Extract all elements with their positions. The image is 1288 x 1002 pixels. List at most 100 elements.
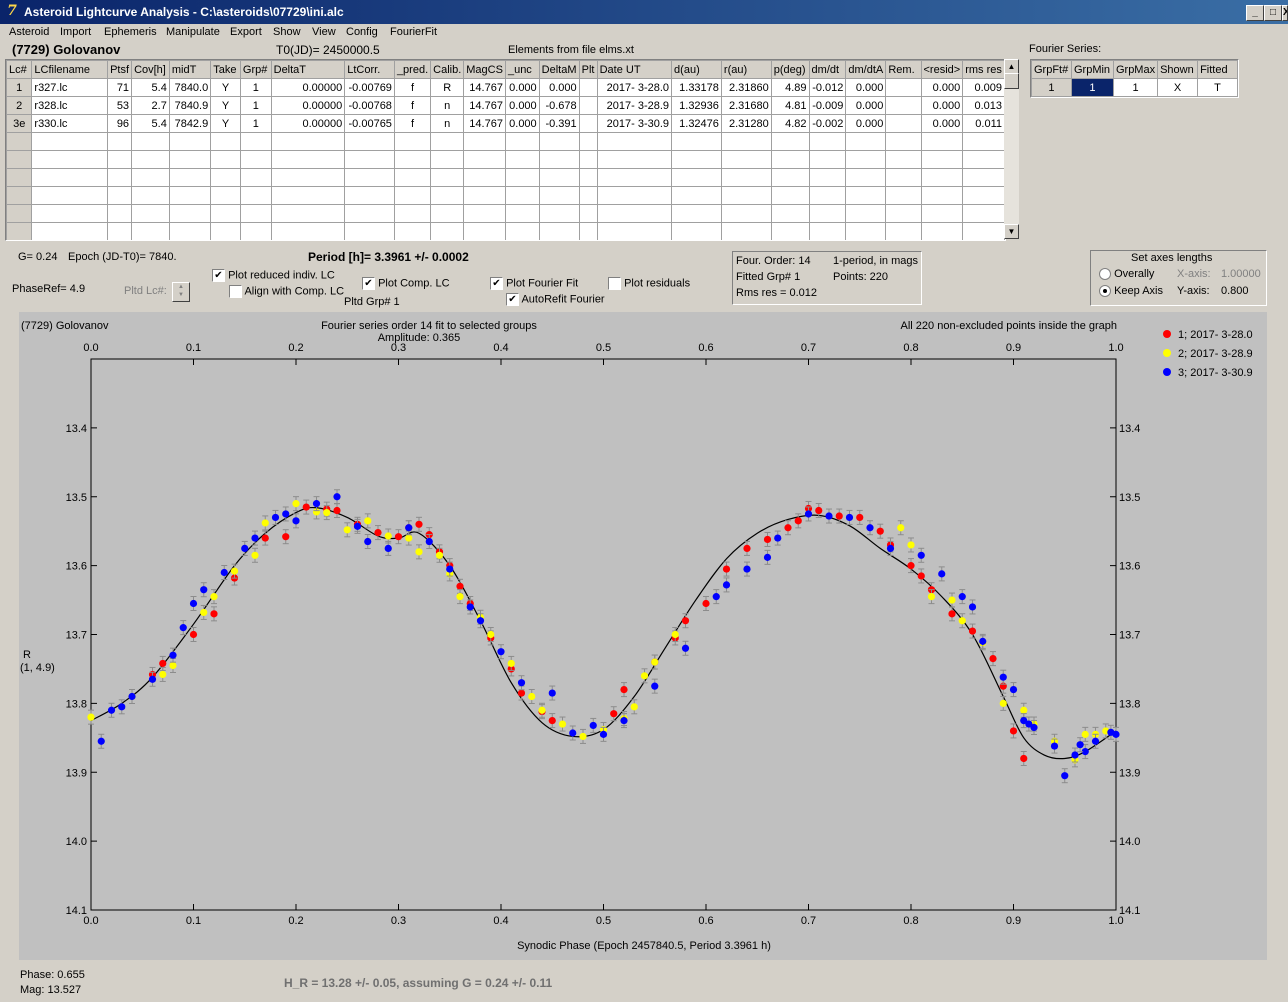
- table-cell[interactable]: [962, 186, 1005, 205]
- table-cell[interactable]: [770, 150, 810, 169]
- table-cell[interactable]: [885, 204, 922, 223]
- empty-row[interactable]: [6, 222, 1005, 240]
- table-cell[interactable]: [107, 132, 133, 151]
- table-cell[interactable]: [239, 204, 272, 223]
- row-header[interactable]: 2: [6, 96, 33, 115]
- table-cell[interactable]: 0.000: [504, 96, 540, 115]
- table-cell[interactable]: [463, 168, 506, 187]
- checkbox-icon[interactable]: [608, 277, 621, 290]
- table-cell[interactable]: [168, 204, 212, 223]
- table-cell[interactable]: 0.000: [920, 96, 964, 115]
- table-cell[interactable]: X: [1157, 78, 1199, 97]
- table-cell[interactable]: 14.767: [463, 114, 506, 133]
- table-cell[interactable]: [578, 168, 598, 187]
- table-cell[interactable]: [344, 222, 395, 240]
- table-cell[interactable]: [239, 150, 272, 169]
- table-cell[interactable]: 5.4: [131, 78, 170, 97]
- table-cell[interactable]: -0.00765: [344, 114, 395, 133]
- table-cell[interactable]: [131, 186, 170, 205]
- table-cell[interactable]: [578, 132, 598, 151]
- table-cell[interactable]: [31, 150, 109, 169]
- table-cell[interactable]: 1.32936: [671, 96, 722, 115]
- table-row[interactable]: 1 r327.lc 71 5.4 7840.0 Y 1 0.00000 -0.00769 f R 14…: [6, 78, 1005, 97]
- table-cell[interactable]: 53: [107, 96, 133, 115]
- lightcurve-table[interactable]: Lc# LCfilename Ptsf Cov[h] midT Take Grp# Delta…: [5, 59, 1006, 241]
- column-header[interactable]: LCfilename: [31, 60, 109, 79]
- table-cell[interactable]: [962, 168, 1005, 187]
- close-button[interactable]: X: [1282, 5, 1288, 21]
- table-cell[interactable]: [538, 168, 580, 187]
- table-cell[interactable]: [344, 204, 395, 223]
- empty-row[interactable]: [6, 150, 1005, 169]
- empty-row[interactable]: [6, 168, 1005, 187]
- column-header[interactable]: GrpMax: [1112, 60, 1159, 79]
- table-cell[interactable]: [168, 150, 212, 169]
- table-cell[interactable]: [720, 150, 772, 169]
- row-header[interactable]: [6, 132, 33, 151]
- table-cell[interactable]: [845, 132, 887, 151]
- column-header[interactable]: midT: [168, 60, 212, 79]
- table-cell[interactable]: Y: [210, 78, 241, 97]
- table-cell[interactable]: [210, 186, 241, 205]
- column-header[interactable]: Date UT: [596, 60, 673, 79]
- plot-fourier-checkbox[interactable]: ✔ Plot Fourier Fit: [490, 277, 578, 290]
- table-cell[interactable]: 1: [1112, 78, 1159, 97]
- table-cell[interactable]: R: [430, 78, 465, 97]
- table-cell[interactable]: [393, 168, 432, 187]
- table-cell[interactable]: [463, 204, 506, 223]
- table-cell[interactable]: [845, 168, 887, 187]
- minimize-button[interactable]: _: [1246, 5, 1264, 21]
- table-cell[interactable]: 1: [1070, 78, 1114, 97]
- table-cell[interactable]: [962, 132, 1005, 151]
- table-cell[interactable]: 2017- 3-30.9: [596, 114, 673, 133]
- column-header[interactable]: p(deg): [770, 60, 810, 79]
- table-cell[interactable]: -0.00769: [344, 78, 395, 97]
- empty-row[interactable]: [6, 186, 1005, 205]
- table-cell[interactable]: [885, 78, 922, 97]
- menu-ephemeris[interactable]: Ephemeris: [104, 26, 157, 38]
- table-cell[interactable]: [107, 204, 133, 223]
- table-cell[interactable]: -0.00768: [344, 96, 395, 115]
- table-cell[interactable]: -0.678: [538, 96, 580, 115]
- table-cell[interactable]: [210, 204, 241, 223]
- table-cell[interactable]: [808, 150, 847, 169]
- table-cell[interactable]: 0.00000: [270, 114, 346, 133]
- table-cell[interactable]: [538, 186, 580, 205]
- table-cell[interactable]: [770, 132, 810, 151]
- table-cell[interactable]: 71: [107, 78, 133, 97]
- scroll-thumb[interactable]: [1004, 73, 1019, 89]
- scroll-down-icon[interactable]: ▼: [1004, 224, 1019, 239]
- table-cell[interactable]: 1: [239, 78, 272, 97]
- table-cell[interactable]: [430, 186, 465, 205]
- checkbox-icon[interactable]: ✔: [490, 277, 503, 290]
- table-cell[interactable]: 2.31280: [720, 114, 772, 133]
- table-cell[interactable]: [504, 204, 540, 223]
- table-scrollbar[interactable]: ▲ ▼: [1004, 59, 1019, 239]
- table-cell[interactable]: f: [393, 78, 432, 97]
- table-cell[interactable]: 0.000: [845, 96, 887, 115]
- table-cell[interactable]: [344, 132, 395, 151]
- table-cell[interactable]: [31, 168, 109, 187]
- table-cell[interactable]: [504, 150, 540, 169]
- table-cell[interactable]: [720, 132, 772, 151]
- plot-reduced-checkbox[interactable]: ✔ Plot reduced indiv. LC: [212, 269, 335, 282]
- table-cell[interactable]: [504, 186, 540, 205]
- table-cell[interactable]: [885, 114, 922, 133]
- menu-view[interactable]: View: [312, 26, 336, 38]
- table-cell[interactable]: [504, 222, 540, 240]
- table-cell[interactable]: [463, 186, 506, 205]
- column-header[interactable]: _unc: [504, 60, 540, 79]
- pltd-lc-spinner[interactable]: ▲ ▼: [172, 282, 190, 302]
- table-cell[interactable]: [671, 168, 722, 187]
- column-header[interactable]: dm/dt: [808, 60, 847, 79]
- table-row[interactable]: 2 r328.lc 53 2.7 7840.9 Y 1 0.00000 -0.00768 f n 14…: [6, 96, 1005, 115]
- table-cell[interactable]: [31, 132, 109, 151]
- radio-icon[interactable]: [1099, 268, 1111, 281]
- table-cell[interactable]: 0.00000: [270, 78, 346, 97]
- lightcurve-plot[interactable]: 0.0 0.0 0.1 0.1 0.2 0.2 0.3 0.3 0.4 0.4 0.5 0.5 0.6 0…: [19, 312, 1267, 960]
- maximize-button[interactable]: □: [1264, 5, 1282, 21]
- table-cell[interactable]: [578, 96, 598, 115]
- menu-manipulate[interactable]: Manipulate: [166, 26, 220, 38]
- table-cell[interactable]: -0.002: [808, 114, 847, 133]
